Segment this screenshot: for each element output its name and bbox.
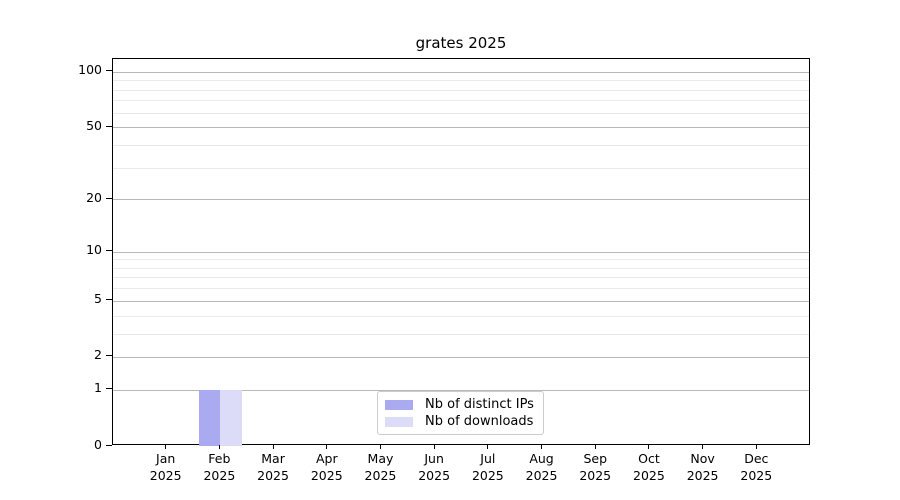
gridline-minor <box>113 89 809 91</box>
x-tick-label: Mar 2025 <box>241 450 305 484</box>
y-tick <box>106 70 112 72</box>
gridline-minor <box>113 267 809 269</box>
bar <box>198 389 221 446</box>
x-tick-label-year: 2025 <box>525 468 558 483</box>
x-tick-label: Dec 2025 <box>724 450 788 484</box>
y-tick <box>106 197 112 199</box>
plot-area <box>112 58 810 446</box>
x-tick-label: Nov 2025 <box>671 450 735 484</box>
x-tick-label-year: 2025 <box>686 468 719 483</box>
legend: Nb of distinct IPs Nb of downloads <box>377 391 544 435</box>
y-tick <box>106 388 112 390</box>
gridline-minor <box>113 259 809 261</box>
gridline-minor <box>113 80 809 82</box>
gridline-major <box>113 199 809 201</box>
gridline-minor <box>113 288 809 290</box>
gridline-minor <box>113 315 809 317</box>
gridline-major <box>113 356 809 358</box>
gridline-major <box>113 251 809 253</box>
x-tick-label-year: 2025 <box>471 468 504 483</box>
x-tick-label: Aug 2025 <box>510 450 574 484</box>
legend-item: Nb of downloads <box>385 413 534 430</box>
y-tick-label: 20 <box>86 189 102 205</box>
y-tick <box>106 444 112 446</box>
x-tick <box>648 445 650 449</box>
x-tick <box>702 445 704 449</box>
legend-swatch-downloads <box>385 416 413 427</box>
y-tick <box>106 299 112 301</box>
x-tick-label-year: 2025 <box>203 468 236 483</box>
x-tick-label-month: Sep <box>583 451 607 466</box>
x-tick-label-month: Dec <box>744 451 769 466</box>
gridline-minor <box>113 277 809 279</box>
x-tick <box>433 445 435 449</box>
x-tick-label-year: 2025 <box>579 468 612 483</box>
x-tick-label-month: May <box>367 451 394 466</box>
gridline-minor <box>113 144 809 146</box>
y-tick <box>106 125 112 127</box>
gridline-minor <box>113 112 809 114</box>
legend-item: Nb of distinct IPs <box>385 396 534 413</box>
y-tick <box>106 355 112 357</box>
x-tick <box>218 445 220 449</box>
x-tick <box>487 445 489 449</box>
x-tick-label-month: Oct <box>638 451 660 466</box>
gridline-major <box>113 71 809 73</box>
bar <box>220 389 242 446</box>
x-tick <box>541 445 543 449</box>
x-tick <box>272 445 274 449</box>
legend-swatch-distinct-ips <box>385 399 413 410</box>
x-tick-label-month: Aug <box>529 451 554 466</box>
legend-label: Nb of downloads <box>425 414 534 429</box>
y-tick-label: 5 <box>94 291 102 307</box>
x-tick <box>379 445 381 449</box>
x-tick-label-year: 2025 <box>149 468 182 483</box>
x-tick-label: Feb 2025 <box>187 450 251 484</box>
y-tick-label: 10 <box>86 242 102 258</box>
y-tick-label: 100 <box>78 62 102 78</box>
x-tick-label-month: Mar <box>261 451 285 466</box>
x-tick-label-month: Jan <box>156 451 176 466</box>
x-tick-label-year: 2025 <box>364 468 397 483</box>
y-tick <box>106 250 112 252</box>
x-tick-label-month: Feb <box>208 451 231 466</box>
x-tick <box>594 445 596 449</box>
x-tick-label-year: 2025 <box>310 468 343 483</box>
x-tick-label: Jan 2025 <box>134 450 198 484</box>
x-tick-label-year: 2025 <box>740 468 773 483</box>
x-tick-label: Sep 2025 <box>563 450 627 484</box>
x-tick-label-month: Jun <box>424 451 444 466</box>
x-tick-label-year: 2025 <box>418 468 451 483</box>
y-tick-label: 0 <box>94 436 102 452</box>
x-tick-label: Apr 2025 <box>295 450 359 484</box>
y-tick-label: 2 <box>94 347 102 363</box>
gridline-minor <box>113 333 809 335</box>
x-tick <box>326 445 328 449</box>
x-tick-label-month: Jul <box>480 451 496 466</box>
legend-label: Nb of distinct IPs <box>425 397 534 412</box>
y-tick-label: 1 <box>94 380 102 396</box>
y-tick-label: 50 <box>86 117 102 133</box>
x-tick-label-month: Apr <box>315 451 338 466</box>
gridline-major <box>113 300 809 302</box>
gridline-minor <box>113 100 809 102</box>
x-tick-label: May 2025 <box>348 450 412 484</box>
x-tick-label: Oct 2025 <box>617 450 681 484</box>
gridline-minor <box>113 167 809 169</box>
x-tick <box>755 445 757 449</box>
x-tick-label: Jun 2025 <box>402 450 466 484</box>
x-tick <box>165 445 167 449</box>
x-tick-label-year: 2025 <box>633 468 665 483</box>
x-tick-label: Jul 2025 <box>456 450 520 484</box>
chart-title: grates 2025 <box>415 34 507 52</box>
x-tick-label-year: 2025 <box>257 468 289 483</box>
gridline-major <box>113 127 809 129</box>
x-tick-label-month: Nov <box>690 451 715 466</box>
gridline-major <box>113 389 809 391</box>
